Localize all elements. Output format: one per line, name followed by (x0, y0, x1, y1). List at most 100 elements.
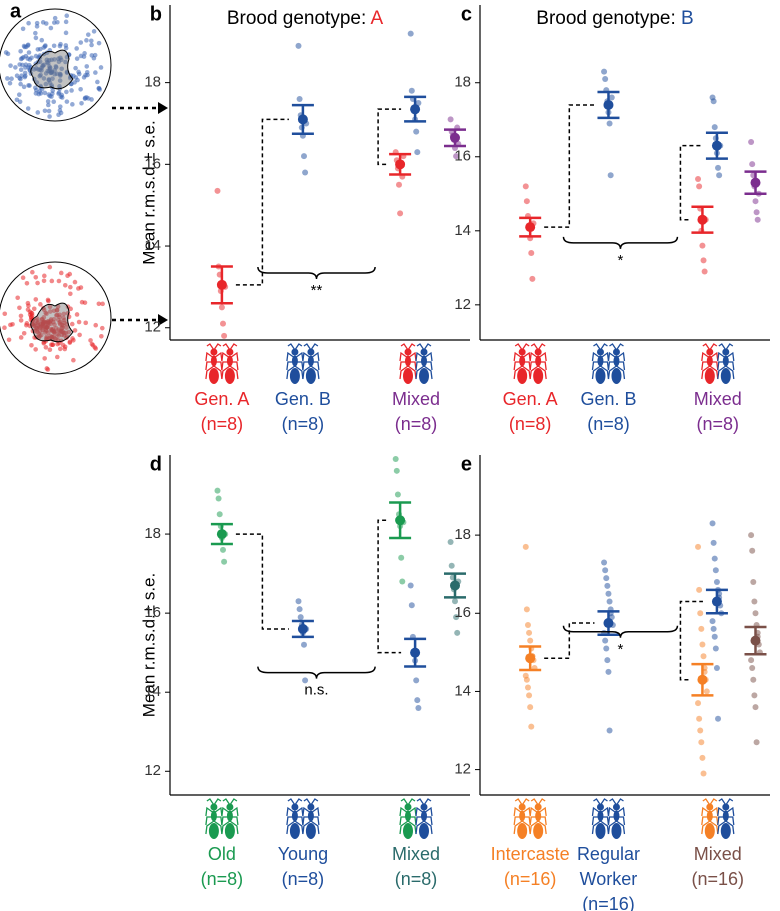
position-dot (99, 325, 105, 331)
ant-antenna (599, 343, 608, 351)
individual-dot (452, 598, 458, 605)
ant-antenna (213, 798, 222, 806)
ant-head (404, 803, 412, 811)
panel: c Brood genotype: B 12 14 16 18 Gen. A (n=8) Gen… (454, 3, 770, 434)
ant-head (534, 348, 542, 356)
connector (679, 144, 703, 221)
ant-thorax (226, 810, 233, 822)
ant-head (420, 348, 428, 356)
individual-dot (528, 723, 535, 730)
individual-dot (709, 520, 716, 527)
position-dot (63, 30, 69, 36)
position-dot (77, 332, 82, 338)
individual-dot (748, 657, 755, 664)
ant-thorax (291, 810, 298, 822)
ant-head (722, 803, 730, 811)
position-dot (84, 64, 90, 69)
position-dot (54, 71, 60, 77)
panel-label: a (10, 0, 22, 22)
position-dot (41, 278, 47, 284)
individual-dot (602, 76, 609, 83)
position-dot (78, 87, 83, 92)
individual-dot (716, 172, 723, 179)
individual-dot (413, 128, 420, 135)
individual-dot (696, 715, 703, 722)
ant-leg (294, 351, 304, 362)
ant-leg (407, 820, 417, 835)
individual-dot (713, 579, 720, 586)
position-dot (3, 50, 9, 55)
individual-dot (710, 625, 717, 632)
individual-dot (602, 567, 609, 574)
position-dot (26, 303, 31, 309)
ant-leg (537, 806, 547, 817)
position-dot (52, 322, 57, 327)
ant-thorax (307, 355, 314, 367)
x-category-label: (n=8) (395, 869, 438, 889)
ant-antenna (287, 798, 296, 806)
position-dot (96, 85, 102, 91)
ant-antenna (303, 798, 312, 806)
mean-dot (697, 214, 708, 225)
ant-leg (294, 816, 304, 826)
position-dot (53, 336, 59, 342)
ant-leg (415, 820, 425, 835)
ant-leg (607, 361, 617, 371)
position-dot (49, 69, 55, 74)
ant-leg (213, 816, 223, 826)
ant-antenna (310, 798, 319, 806)
position-dot (56, 278, 62, 284)
individual-dot (399, 578, 406, 585)
position-dot (89, 53, 95, 58)
individual-dot (752, 610, 759, 617)
significance-brace (562, 625, 679, 638)
position-dot (44, 328, 49, 334)
individual-dot (523, 606, 530, 613)
position-dot (58, 270, 64, 276)
individual-dot (527, 704, 534, 711)
connector (544, 622, 595, 659)
ant-leg (302, 820, 312, 835)
position-dot (43, 345, 49, 350)
significance-label: n.s. (304, 682, 328, 699)
position-dot (71, 357, 76, 363)
ant-head (210, 803, 218, 811)
position-dot (14, 73, 20, 79)
individual-dot (749, 161, 756, 168)
ant-antenna (725, 798, 734, 806)
ant-antenna (416, 798, 425, 806)
ant-leg (522, 816, 531, 826)
individual-dot (398, 554, 405, 561)
ant-thorax (291, 355, 298, 367)
ant-head (226, 803, 234, 811)
position-dot (35, 329, 40, 335)
individual-dot (221, 332, 228, 339)
position-dot (47, 347, 53, 353)
position-dot (55, 317, 61, 323)
ant-head (307, 348, 315, 356)
position-dot (38, 46, 43, 52)
individual-dot (301, 153, 307, 160)
individual-dot (447, 116, 454, 123)
ant-abdomen (419, 823, 429, 839)
individual-dot (604, 657, 611, 664)
ant-abdomen (533, 823, 544, 839)
ant-leg (513, 361, 523, 371)
position-dot (24, 322, 29, 328)
individual-dot (407, 30, 414, 37)
significance-label: * (618, 252, 624, 269)
ant-leg (302, 365, 312, 380)
position-dot (2, 311, 8, 317)
position-dot (20, 275, 26, 281)
position-dot (42, 90, 48, 96)
individual-dot (413, 677, 420, 684)
individual-dot (710, 98, 717, 105)
chart-title: Brood genotype: B (536, 8, 693, 29)
position-dot (63, 43, 69, 48)
position-dot (37, 333, 43, 339)
position-dot (34, 24, 40, 29)
ant-leg (701, 351, 711, 362)
position-dot (84, 38, 89, 43)
ant-abdomen (595, 368, 606, 384)
ant-leg (591, 820, 601, 835)
